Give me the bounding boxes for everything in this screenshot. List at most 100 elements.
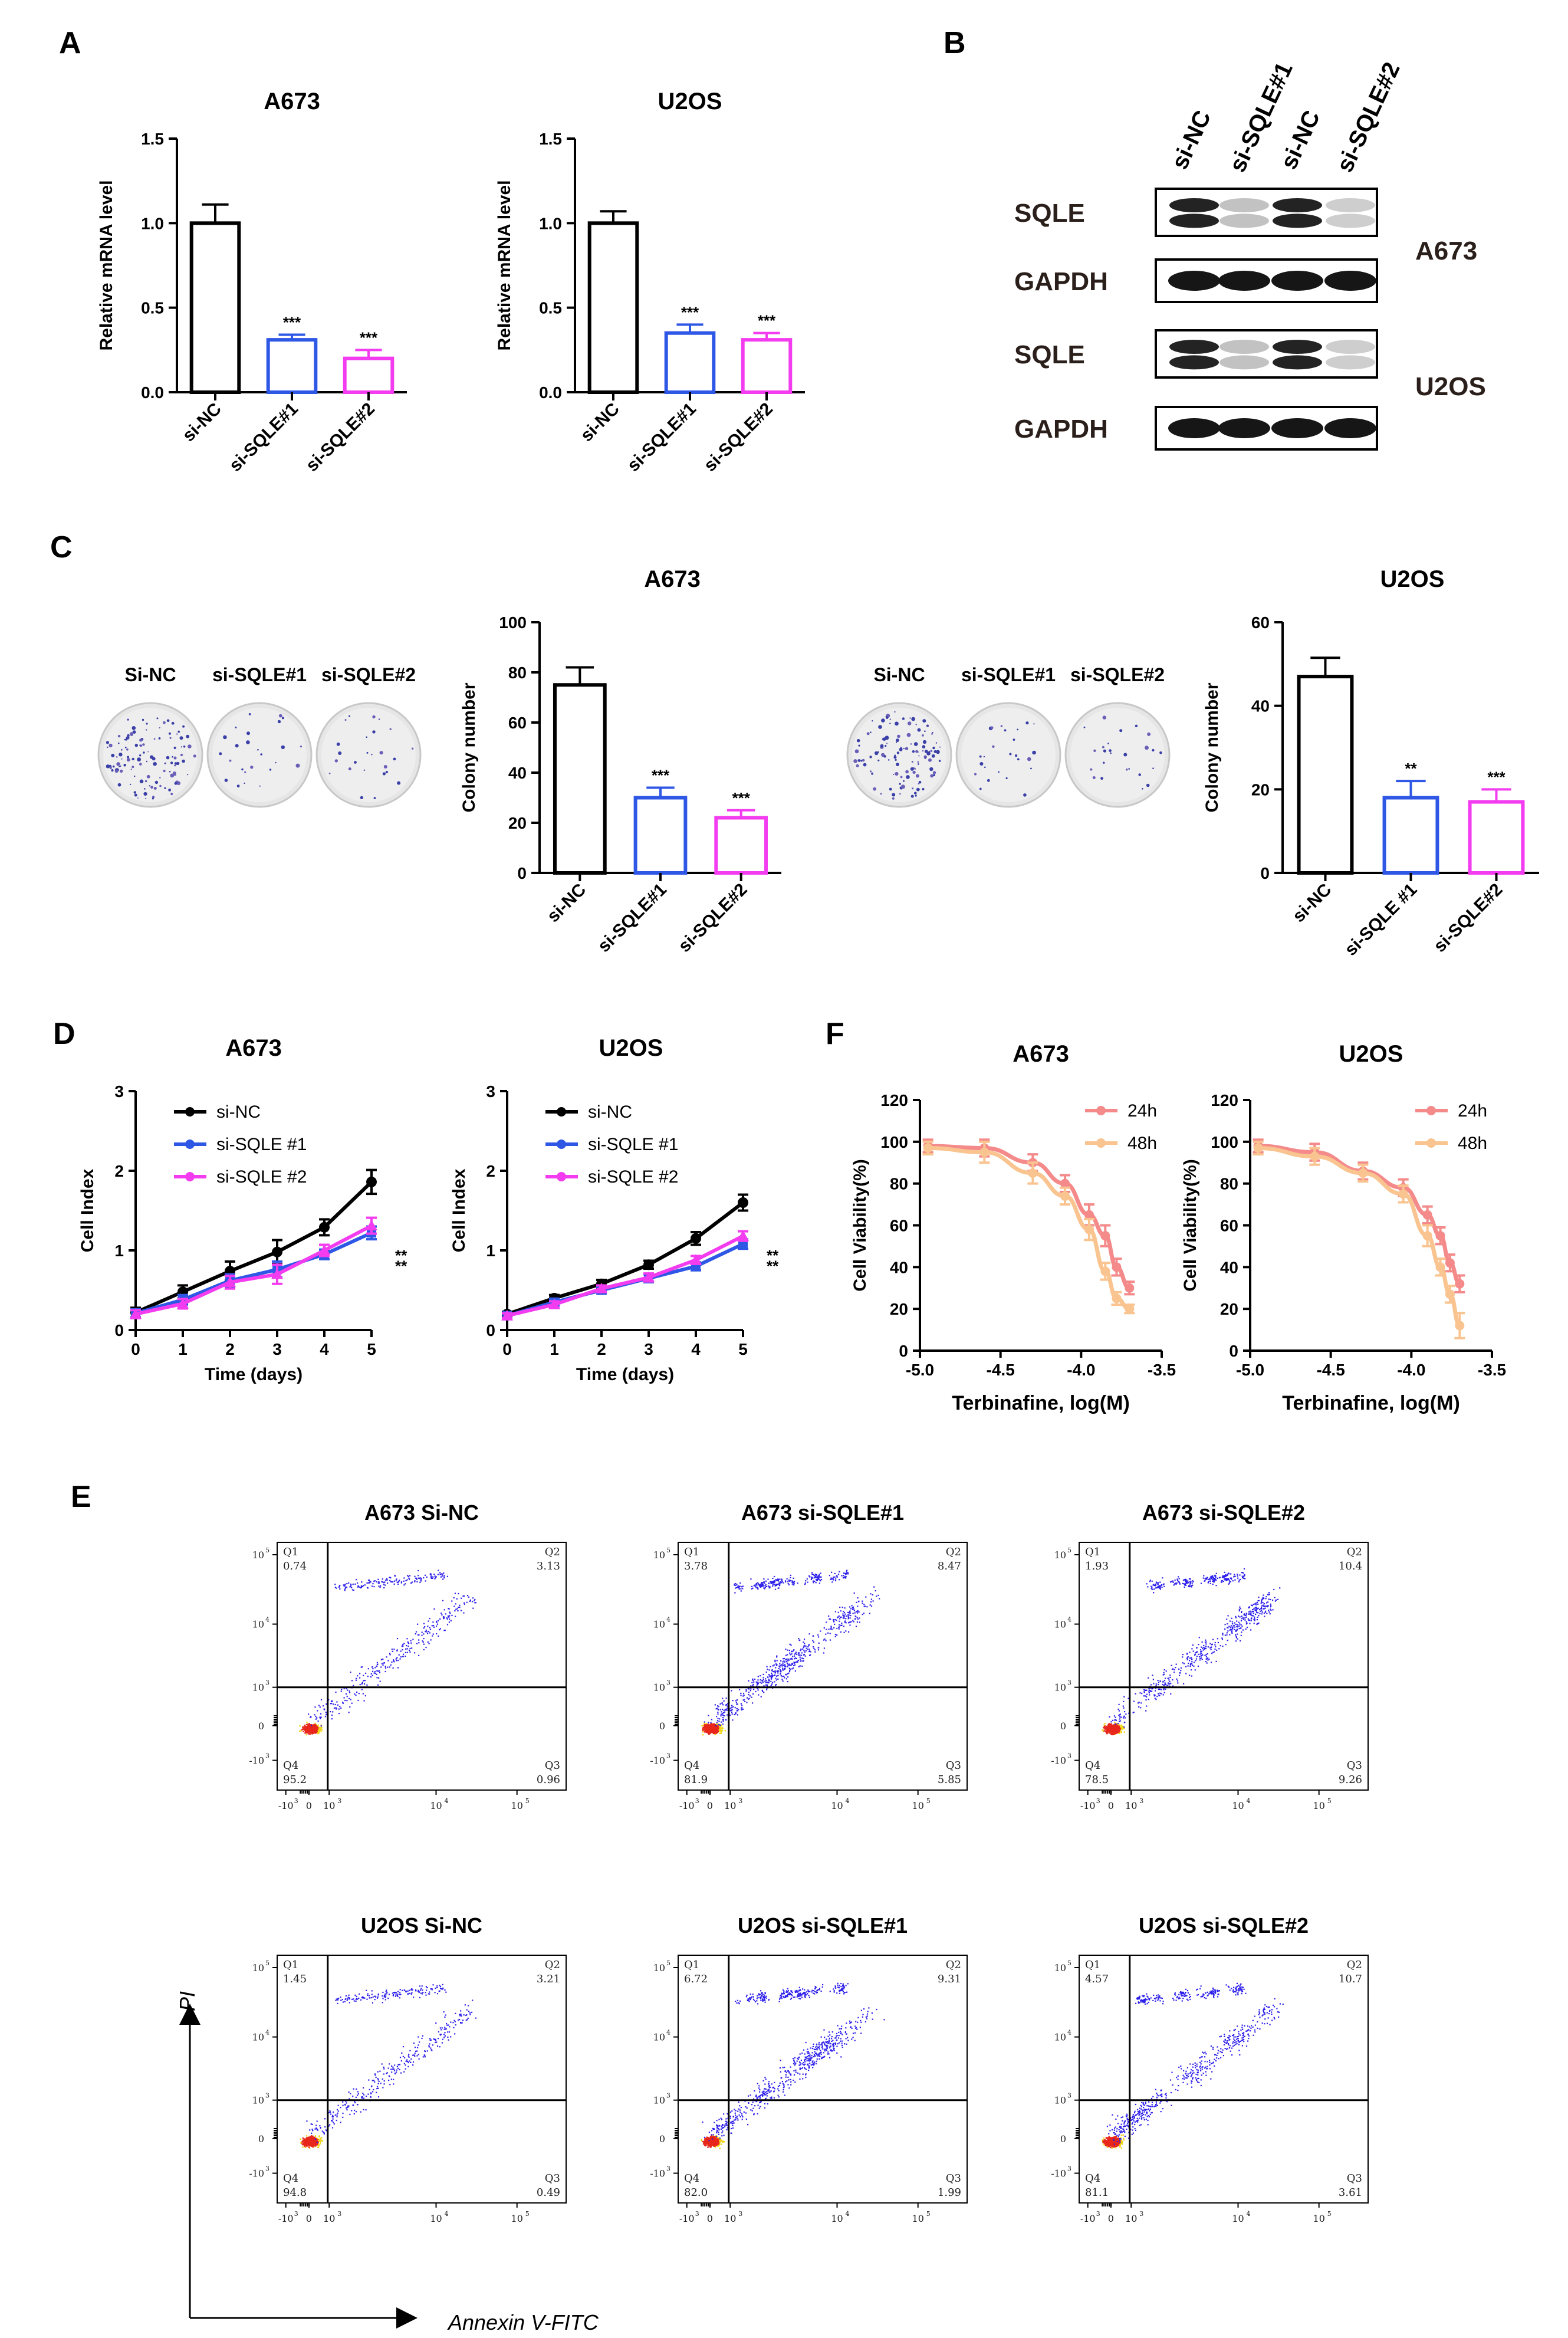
event-dot [420,1580,422,1582]
colony-dot [127,734,130,737]
event-dot [1161,1693,1162,1695]
event-dot [716,1731,719,1733]
event-dot [1176,1680,1179,1682]
event-dot [1231,1623,1234,1625]
event-dot [409,1647,411,1649]
event-dot [723,1709,725,1711]
colony-dot [142,743,145,746]
event-dot [1205,1658,1207,1660]
event-dot [706,1731,708,1733]
event-dot [342,1702,344,1704]
event-dot [834,1623,836,1626]
event-dot [718,1723,719,1726]
event-dot [1187,1582,1189,1584]
chart-title: U2OS [1380,566,1445,592]
x-tick-label: 10 [430,1800,442,1811]
event-dot [757,1582,759,1584]
data-point [1084,1210,1094,1220]
data-point [272,1246,282,1257]
event-dot [312,1728,314,1730]
event-dot [1237,1638,1238,1640]
colony-dot [900,776,903,779]
event-dot [1222,1633,1224,1634]
event-dot [793,1650,794,1651]
event-dot [1171,1581,1172,1582]
data-point [737,1230,749,1241]
event-dot [1198,1653,1199,1655]
event-dot [1190,1581,1192,1582]
legend-marker [185,1140,195,1149]
event-dot [1258,1622,1260,1624]
y-axis-label: Colony number [1202,682,1222,812]
protein-label-sqle: SQLE [1014,340,1085,369]
colony-dot [933,774,935,777]
event-dot [716,1723,718,1725]
y-axis-label: Colony number [459,682,479,812]
colony-dot [930,750,933,753]
quadrant-value-q4: 81.9 [684,1774,708,1786]
event-dot [387,1582,389,1584]
colony-dot [923,755,927,758]
event-dot [372,1583,374,1585]
event-dot [1159,1689,1161,1690]
colony-dot [154,761,156,764]
event-dot [310,1725,312,1728]
event-dot [790,1658,792,1660]
event-dot [877,1594,879,1596]
event-dot [317,1728,319,1730]
event-dot [723,1700,725,1702]
event-dot [1242,1617,1244,1619]
event-dot [1123,1707,1125,1709]
event-dot [1196,1647,1198,1649]
event-dot [1255,1607,1257,1608]
event-dot [850,1621,852,1623]
colony-dot [174,781,177,785]
colony-dot [338,751,342,755]
event-dot [1253,1623,1255,1624]
event-dot [1179,1674,1181,1676]
event-dot [739,1585,741,1587]
y-tick-label: 120 [1211,1091,1238,1109]
significance-mark: ** [395,1257,407,1275]
event-dot [757,1679,759,1681]
event-dot [304,1728,306,1729]
event-dot [1245,1621,1247,1623]
event-dot [458,1607,459,1608]
event-dot [355,1695,357,1696]
event-dot [1146,1705,1148,1707]
event-dot [1115,1723,1116,1725]
event-dot [356,1691,358,1693]
series-line-si-sqle-1 [135,1231,373,1315]
event-dot [320,1716,322,1718]
event-dot [834,1611,836,1613]
colony-dot [133,791,136,794]
colony-dot [922,734,924,737]
colony-dot [278,714,282,718]
event-dot [803,1654,805,1656]
event-dot [1227,1573,1228,1575]
event-dot [360,1666,362,1668]
event-dot [302,1727,304,1729]
event-dot [374,1672,376,1674]
event-dot [464,1603,465,1605]
event-dot [429,1627,430,1628]
event-dot [1191,1669,1192,1671]
event-dot [348,1697,350,1699]
event-dot [1241,1626,1243,1627]
event-dot [837,1617,839,1618]
event-dot [1247,1613,1250,1615]
colony-dot [1119,729,1123,733]
y-tick-label: -10 [650,1755,665,1766]
event-dot [389,1653,391,1654]
event-dot [409,1575,411,1577]
colony-dot [224,779,228,782]
event-dot [313,1723,315,1725]
event-dot [440,1576,442,1578]
event-dot [318,1726,320,1728]
event-dot [748,1694,750,1696]
event-dot [704,1730,706,1732]
event-dot [814,1577,816,1579]
blot-band [1219,214,1269,228]
event-dot [788,1584,790,1585]
event-dot [779,1582,781,1584]
